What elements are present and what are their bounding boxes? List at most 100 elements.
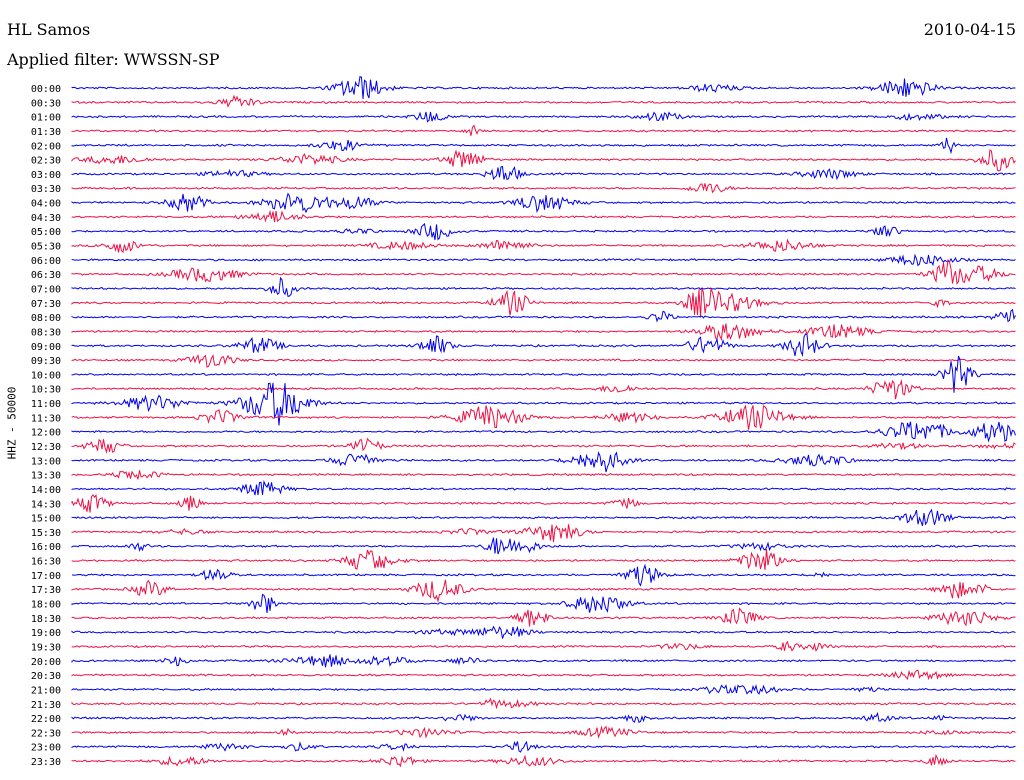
time-label-0900: 09:00 <box>31 342 61 353</box>
time-label-1500: 15:00 <box>31 514 61 525</box>
time-label-0330: 03:30 <box>31 184 61 195</box>
trace-0030 <box>71 94 1016 108</box>
time-label-0530: 05:30 <box>31 242 61 253</box>
trace-0800 <box>71 308 1016 323</box>
trace-1330 <box>71 470 1016 480</box>
trace-0300 <box>71 165 1016 181</box>
time-label-1330: 13:30 <box>31 471 61 482</box>
trace-1100 <box>71 382 1016 426</box>
trace-1930 <box>71 640 1016 652</box>
time-label-1600: 16:00 <box>31 542 61 553</box>
trace-2100 <box>71 684 1016 695</box>
trace-1530 <box>71 524 1016 543</box>
trace-1800 <box>71 593 1016 614</box>
trace-1730 <box>71 579 1016 603</box>
trace-1000 <box>71 355 1016 393</box>
time-label-2300: 23:00 <box>31 743 61 754</box>
trace-0430 <box>71 209 1016 223</box>
trace-2200 <box>71 711 1016 724</box>
trace-0830 <box>71 323 1016 341</box>
trace-0230 <box>71 149 1016 172</box>
trace-2300 <box>71 740 1016 753</box>
filter-name: WWSSN-SP <box>123 50 220 69</box>
time-label-1000: 10:00 <box>31 370 61 381</box>
trace-0200 <box>71 137 1016 155</box>
time-label-0630: 06:30 <box>31 270 61 281</box>
time-label-1230: 12:30 <box>31 442 61 453</box>
time-label-1200: 12:00 <box>31 428 61 439</box>
trace-0330 <box>71 183 1016 194</box>
trace-2130 <box>71 697 1016 710</box>
time-label-0130: 01:30 <box>31 127 61 138</box>
time-label-0300: 03:00 <box>31 170 61 181</box>
channel-label: HHZ - 50000 <box>5 386 19 460</box>
trace-0600 <box>71 253 1016 267</box>
time-label-1530: 15:30 <box>31 528 61 539</box>
trace-2000 <box>71 654 1016 668</box>
time-label-0600: 06:00 <box>31 256 61 267</box>
time-label-1730: 17:30 <box>31 585 61 596</box>
time-label-1430: 14:30 <box>31 499 61 510</box>
trace-1400 <box>71 479 1016 496</box>
trace-2330 <box>71 753 1016 768</box>
trace-0500 <box>71 222 1016 241</box>
station-title: HL Samos <box>7 20 91 39</box>
time-label-0200: 02:00 <box>31 141 61 152</box>
time-label-0100: 01:00 <box>31 113 61 124</box>
time-label-2230: 22:30 <box>31 728 61 739</box>
trace-0730 <box>71 287 1016 318</box>
time-label-1830: 18:30 <box>31 614 61 625</box>
trace-1830 <box>71 607 1016 627</box>
trace-1300 <box>71 451 1016 473</box>
trace-0630 <box>71 258 1016 285</box>
time-label-0230: 02:30 <box>31 156 61 167</box>
time-label-0700: 07:00 <box>31 284 61 295</box>
trace-2030 <box>71 669 1016 681</box>
trace-1430 <box>71 494 1016 513</box>
trace-0000 <box>71 75 1016 99</box>
time-label-1900: 19:00 <box>31 628 61 639</box>
trace-1900 <box>71 625 1016 639</box>
time-label-2000: 20:00 <box>31 657 61 668</box>
time-label-1700: 17:00 <box>31 571 61 582</box>
time-label-1800: 18:00 <box>31 600 61 611</box>
filter-prefix: Applied filter: <box>7 50 119 69</box>
time-label-0730: 07:30 <box>31 299 61 310</box>
time-label-1930: 19:30 <box>31 642 61 653</box>
trace-1600 <box>71 537 1016 555</box>
trace-1030 <box>71 379 1016 400</box>
trace-0930 <box>71 353 1016 368</box>
trace-1130 <box>71 404 1016 430</box>
time-label-2030: 20:30 <box>31 671 61 682</box>
time-label-1030: 10:30 <box>31 385 61 396</box>
time-label-0000: 00:00 <box>31 84 61 95</box>
trace-1630 <box>71 549 1016 570</box>
time-label-0030: 00:30 <box>31 98 61 109</box>
trace-0900 <box>71 333 1016 357</box>
time-label-1400: 14:00 <box>31 485 61 496</box>
traces-group <box>71 75 1016 768</box>
trace-0530 <box>71 238 1016 254</box>
time-label-0830: 08:30 <box>31 327 61 338</box>
time-label-1300: 13:00 <box>31 456 61 467</box>
time-label-0400: 04:00 <box>31 199 61 210</box>
time-label-1100: 11:00 <box>31 399 61 410</box>
time-label-2130: 21:30 <box>31 700 61 711</box>
time-label-0500: 05:00 <box>31 227 61 238</box>
time-label-1130: 11:30 <box>31 413 61 424</box>
trace-1500 <box>71 508 1016 526</box>
time-label-0930: 09:30 <box>31 356 61 367</box>
trace-1230 <box>71 437 1016 454</box>
time-label-0800: 08:00 <box>31 313 61 324</box>
time-label-1630: 16:30 <box>31 557 61 568</box>
time-label-2200: 22:00 <box>31 714 61 725</box>
trace-0700 <box>71 276 1016 298</box>
trace-0130 <box>71 124 1016 136</box>
trace-1700 <box>71 563 1016 587</box>
trace-0400 <box>71 192 1016 214</box>
filter-label: Applied filter: WWSSN-SP <box>7 50 220 69</box>
time-label-2100: 21:00 <box>31 685 61 696</box>
time-labels-group: 00:00 00:30 01:00 01:30 02:00 02:30 03:00 03:30… <box>31 84 61 768</box>
time-label-2330: 23:30 <box>31 757 61 768</box>
